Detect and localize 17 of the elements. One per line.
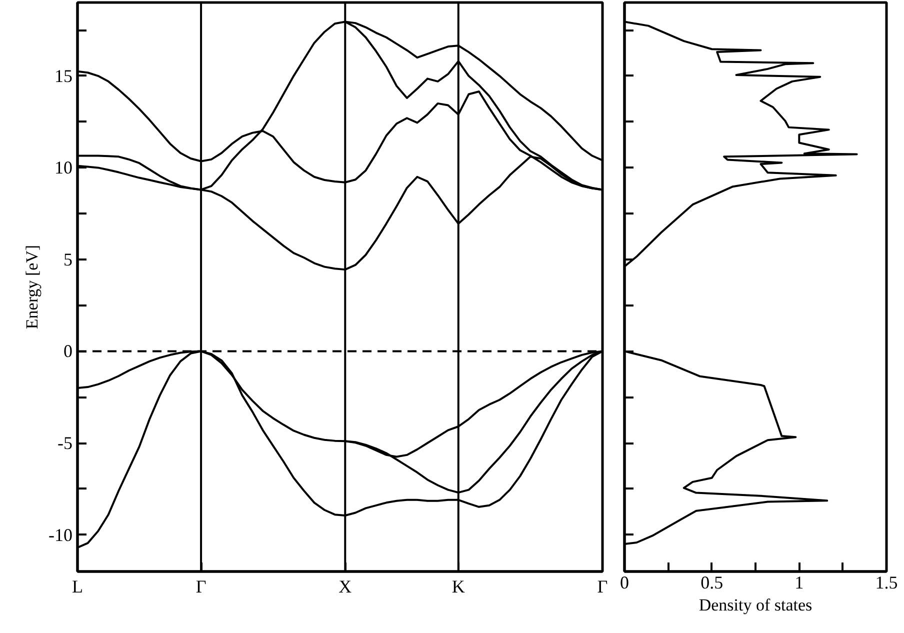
- y-tick-label: -10: [48, 524, 73, 545]
- x-tick-label: K: [452, 576, 465, 596]
- y-tick-label: 15: [54, 66, 72, 86]
- x-tick-label: L: [72, 576, 83, 596]
- x-tick-label: 0.5: [700, 572, 724, 592]
- x-tick-label: 0: [620, 572, 629, 592]
- y-tick-label: 0: [64, 341, 72, 362]
- x-tick-label: 1.5: [875, 572, 898, 592]
- y-tick-label: 10: [54, 158, 72, 178]
- y-tick-label: -5: [58, 433, 73, 454]
- x-tick-label: 1: [794, 572, 804, 592]
- y-tick-label: 5: [64, 249, 72, 270]
- x-tick-label: X: [338, 576, 352, 596]
- x-axis-title: Density of states: [698, 596, 812, 614]
- y-axis-title: Energy [eV]: [22, 244, 42, 330]
- x-tick-label: Γ: [196, 576, 206, 596]
- x-tick-label: Γ: [597, 576, 608, 596]
